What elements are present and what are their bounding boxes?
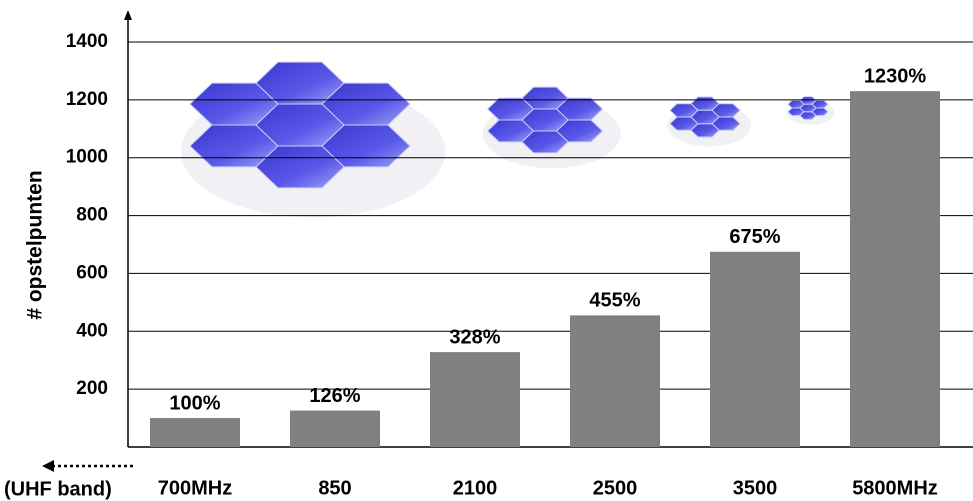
bar bbox=[290, 410, 380, 447]
y-tick-label: 800 bbox=[76, 205, 108, 226]
value-label: 328% bbox=[449, 326, 500, 348]
x-tick-label: 700MHz bbox=[158, 477, 232, 499]
y-tick-label: 600 bbox=[76, 262, 108, 283]
y-tick-label: 1200 bbox=[66, 89, 108, 110]
hexagon bbox=[799, 103, 817, 113]
hexagon bbox=[799, 111, 817, 120]
hexagon bbox=[690, 123, 720, 138]
value-label: 675% bbox=[729, 226, 780, 248]
hexagon bbox=[255, 103, 345, 147]
bar bbox=[710, 251, 800, 447]
y-axis-title: # opstelpunten bbox=[24, 170, 47, 319]
uhf-arrow-head bbox=[42, 460, 54, 472]
hexagon bbox=[521, 108, 569, 132]
x-tick-label: 850 bbox=[318, 477, 351, 499]
value-label: 455% bbox=[589, 290, 640, 312]
x-tick-label: 2100 bbox=[453, 477, 498, 499]
bar bbox=[570, 315, 660, 447]
y-tick-label: 1400 bbox=[66, 31, 108, 52]
uhf-note: (UHF band) bbox=[4, 478, 112, 500]
x-tick-label: 5800MHz bbox=[852, 477, 938, 499]
y-tick-label: 200 bbox=[76, 378, 108, 399]
x-tick-label: 2500 bbox=[593, 477, 638, 499]
x-tick-label: 3500 bbox=[733, 477, 778, 499]
y-axis-arrow bbox=[124, 10, 132, 20]
value-label: 1230% bbox=[864, 65, 926, 87]
value-label: 100% bbox=[169, 392, 220, 414]
hexagon bbox=[690, 109, 720, 125]
bar bbox=[850, 91, 940, 447]
y-tick-label: 400 bbox=[76, 320, 108, 341]
bar bbox=[150, 418, 240, 447]
y-tick-label: 1000 bbox=[66, 147, 108, 168]
hexagon-decoration bbox=[181, 61, 835, 218]
bar bbox=[430, 352, 520, 447]
value-label: 126% bbox=[309, 385, 360, 407]
